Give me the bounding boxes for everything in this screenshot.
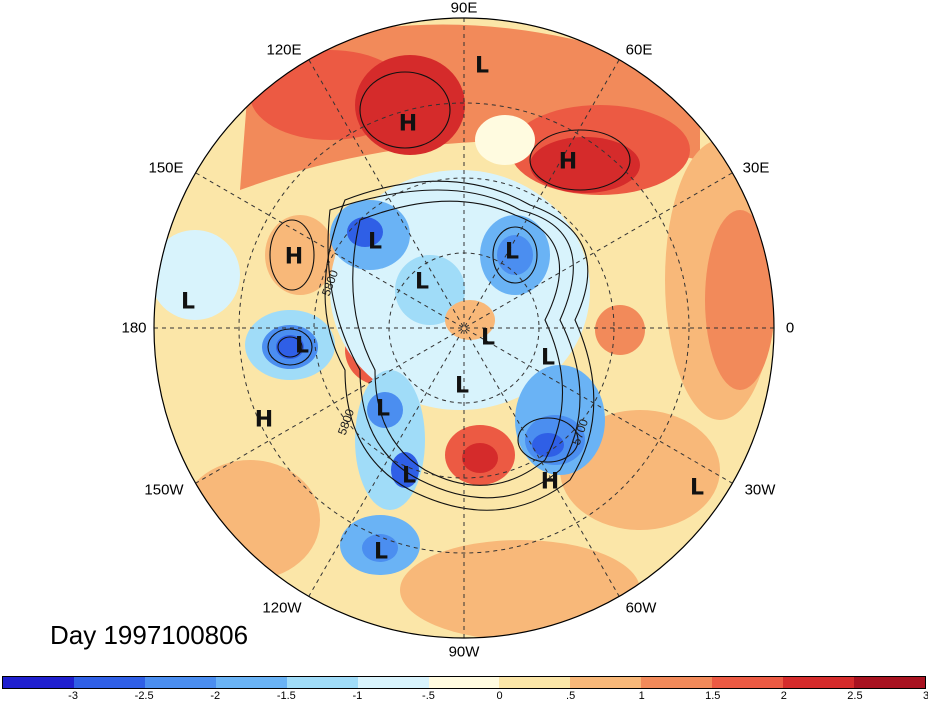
- pressure-center: L: [375, 396, 391, 422]
- pressure-center: H: [558, 149, 578, 175]
- colorbar-tick-label: -3: [68, 690, 78, 702]
- colorbar-ticks: -3 -2.5 -2 -1.5 -1 -.5 0 .5 1 1.5 2 2.5 3: [2, 690, 928, 702]
- pressure-center: L: [504, 239, 520, 265]
- colorbar-tick-label: 3: [922, 690, 928, 702]
- pressure-center: L: [180, 289, 196, 315]
- colorbar-segment: [854, 677, 925, 688]
- colorbar-segment: [570, 677, 642, 688]
- lon-label-60w: 60W: [625, 599, 657, 617]
- colorbar-tick-label: 0: [496, 690, 503, 702]
- pressure-center: L: [373, 539, 389, 565]
- colorbar-tick-label: 1.5: [705, 690, 721, 702]
- colorbar-segment: [357, 677, 429, 688]
- colorbar-segment: [428, 677, 500, 688]
- lon-label-0: 0: [785, 319, 795, 337]
- colorbar-segment: [641, 677, 713, 688]
- colorbar-tick-label: .5: [566, 690, 576, 702]
- colorbar-segment: [499, 677, 571, 688]
- pressure-center: H: [254, 407, 274, 433]
- graticule: [154, 18, 774, 638]
- pressure-center: L: [414, 269, 430, 295]
- lon-label-60e: 60E: [625, 41, 653, 59]
- pressure-center: H: [540, 469, 560, 495]
- colorbar-segment: [73, 677, 145, 688]
- pressure-center: L: [294, 333, 310, 359]
- pressure-center: L: [454, 373, 470, 399]
- colorbar-tick-label: -1.5: [276, 690, 296, 702]
- lon-label-150e: 150E: [148, 159, 184, 177]
- pressure-center: L: [401, 463, 417, 489]
- colorbar-segment: [3, 677, 74, 688]
- lon-label-90w: 90W: [448, 643, 480, 661]
- colorbar: [2, 676, 926, 689]
- colorbar-tick-label: -1: [352, 690, 363, 702]
- lon-label-180: 180: [121, 319, 147, 337]
- lon-label-90e: 90E: [450, 0, 478, 17]
- lon-label-30w: 30W: [744, 481, 776, 499]
- colorbar-segment: [286, 677, 358, 688]
- pressure-center: L: [480, 325, 496, 351]
- pressure-center: L: [367, 229, 383, 255]
- lon-label-30e: 30E: [742, 159, 770, 177]
- height-contours: [267, 71, 631, 511]
- lon-label-150w: 150W: [144, 481, 184, 499]
- pressure-center: H: [284, 244, 304, 270]
- pressure-center: L: [540, 345, 556, 371]
- colorbar-tick-label: 2: [780, 690, 787, 702]
- pressure-center: H: [398, 111, 418, 137]
- map-title: Day 1997100806: [50, 620, 249, 650]
- map-boundary: [153, 17, 775, 639]
- colorbar-tick-label: 1: [638, 690, 645, 702]
- colorbar-segment: [783, 677, 855, 688]
- colorbar-tick-label: -.5: [422, 690, 435, 702]
- colorbar-tick-label: -2: [210, 690, 221, 702]
- colorbar-segment: [215, 677, 287, 688]
- colorbar-segment: [712, 677, 784, 688]
- colorbar-tick-label: 2.5: [847, 690, 863, 702]
- lon-label-120w: 120W: [262, 599, 302, 617]
- lon-label-120e: 120E: [266, 41, 302, 59]
- pressure-center: L: [689, 475, 705, 501]
- colorbar-segment: [144, 677, 216, 688]
- pressure-center: L: [474, 53, 490, 79]
- colorbar-tick-label: -2.5: [134, 690, 154, 702]
